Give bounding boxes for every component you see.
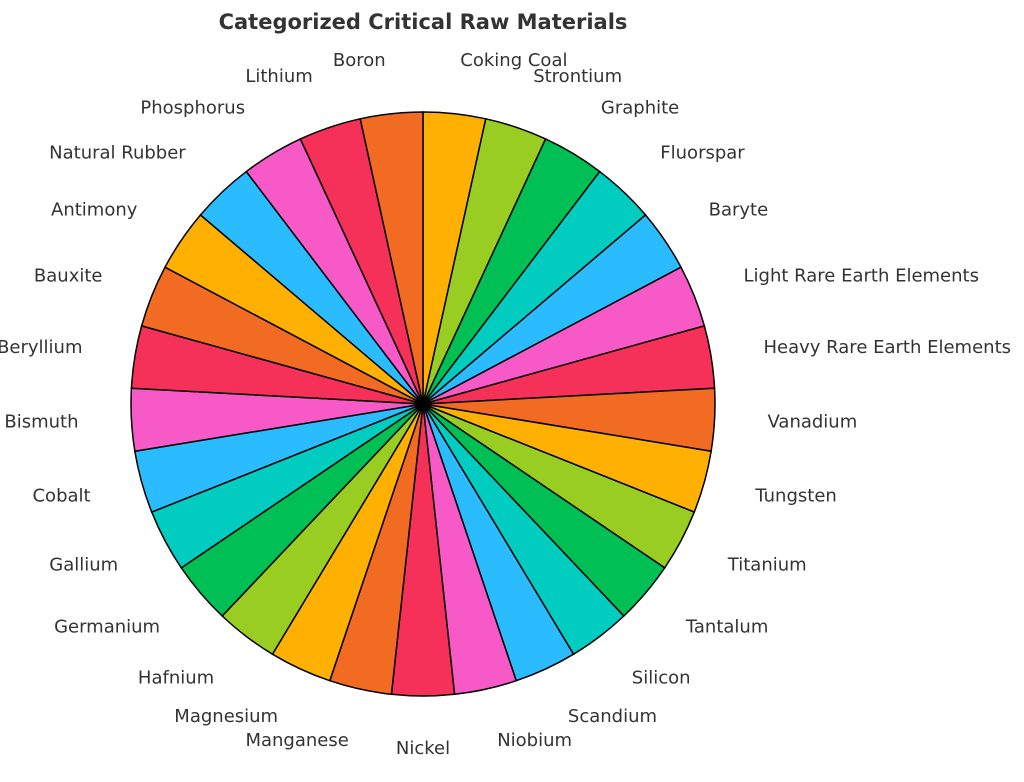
pie-label-tantalum: Tantalum [685, 616, 769, 637]
pie-label-manganese: Manganese [245, 730, 348, 751]
pie-label-gallium: Gallium [49, 555, 118, 576]
pie-slice-boron [359, 111, 424, 405]
pie-label-fluorspar: Fluorspar [660, 143, 745, 164]
pie-label-silicon: Silicon [632, 668, 691, 689]
pie-label-nickel: Nickel [396, 738, 450, 759]
pie-label-germanium: Germanium [54, 616, 160, 637]
pie-label-niobium: Niobium [497, 730, 572, 751]
pie-label-magnesium: Magnesium [174, 706, 278, 727]
pie-label-bismuth: Bismuth [4, 412, 78, 433]
pie-label-tungsten: Tungsten [754, 485, 836, 506]
pie-label-hafnium: Hafnium [138, 668, 214, 689]
pie-label-lithium: Lithium [245, 66, 312, 87]
pie-label-baryte: Baryte [709, 199, 769, 220]
pie-label-light-rare-earth-elements: Light Rare Earth Elements [744, 265, 979, 286]
pie-label-antimony: Antimony [51, 199, 138, 220]
pie-label-heavy-rare-earth-elements: Heavy Rare Earth Elements [764, 337, 1012, 358]
pie-label-beryllium: Beryllium [0, 337, 83, 358]
pie-label-boron: Boron [333, 50, 386, 71]
pie-label-scandium: Scandium [568, 706, 657, 727]
pie-label-vanadium: Vanadium [768, 412, 858, 433]
pie-slices [130, 111, 716, 697]
pie-label-graphite: Graphite [601, 97, 679, 118]
pie-label-coking-coal: Coking Coal [460, 50, 567, 71]
pie-label-phosphorus: Phosphorus [140, 97, 245, 118]
pie-label-strontium: Strontium [533, 66, 622, 87]
pie-label-bauxite: Bauxite [34, 265, 103, 286]
chart-title: Categorized Critical Raw Materials [219, 10, 628, 34]
pie-label-cobalt: Cobalt [32, 485, 90, 506]
pie-label-titanium: Titanium [727, 555, 807, 576]
pie-label-natural-rubber: Natural Rubber [49, 143, 186, 164]
